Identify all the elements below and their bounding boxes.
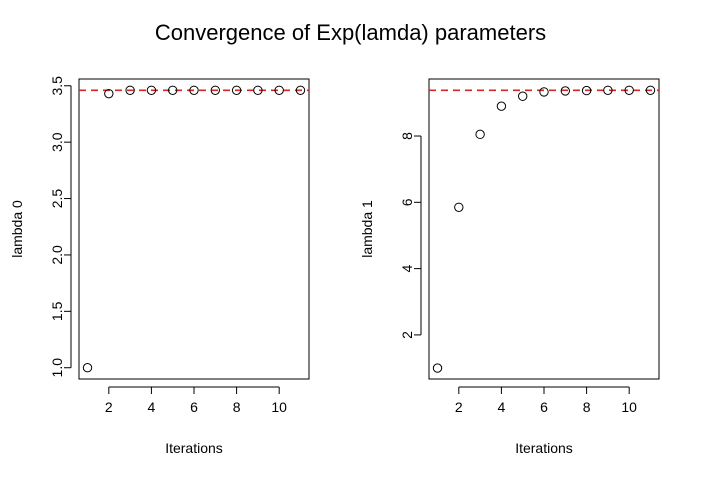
panel-2-data-point	[432, 363, 443, 373]
panel-1-x-tick-label: 6	[190, 399, 198, 415]
panel-1-data-point	[125, 85, 135, 95]
panel-2-y-tick-label: 4	[399, 265, 415, 273]
panel-2-x-tick-label: 2	[455, 399, 463, 415]
panel-1-plot-frame	[78, 78, 310, 380]
panel-1-data-point	[189, 85, 199, 95]
panel-1-data-point	[231, 85, 242, 95]
panel-1-x-tick-label: 2	[105, 399, 113, 415]
panel-2-x-tick-label: 4	[498, 399, 506, 415]
panel-2-y-tick-label: 2	[399, 331, 415, 339]
panel-2-data-point	[454, 202, 464, 212]
panel-1-data-point	[274, 85, 284, 95]
chart-title: Convergence of Exp(lamda) parameters	[154, 20, 547, 45]
panel-1-x-tick-label: 4	[148, 399, 156, 415]
panel-1-data-point	[253, 85, 263, 95]
panel-1-y-tick-label: 3.5	[49, 76, 65, 96]
panel-2-data-point	[560, 86, 570, 96]
panel-2-plot-frame	[428, 78, 660, 380]
panel-2-x-tick-label: 10	[621, 399, 637, 415]
panel-1-y-tick-label: 1.0	[49, 358, 65, 378]
panel-2-y-axis-title: lambda 1	[359, 200, 375, 258]
panel-1-y-tick-label: 2.0	[49, 245, 65, 265]
panel-1-y-axis-title: lambda 0	[9, 200, 25, 258]
panel-2-data-point	[603, 85, 613, 95]
panel-1-y-tick-label: 2.5	[49, 189, 65, 209]
panel-1-y-tick-label: 1.5	[49, 301, 65, 321]
panel-2-y-tick-label: 6	[399, 198, 415, 206]
panel-1-data-point	[210, 85, 220, 95]
panel-1-x-tick-label: 10	[271, 399, 287, 415]
panel-1-data-point	[82, 363, 93, 373]
panel-1-data-point	[295, 85, 306, 95]
panel-1-y-tick-label: 3.0	[49, 132, 65, 152]
panel-1-data-point	[146, 85, 157, 95]
panel-2-data-point	[624, 85, 634, 95]
panel-2-data-point	[475, 129, 485, 140]
panel-2-data-point	[496, 101, 507, 111]
panel-2-data-point	[518, 91, 528, 101]
panel-1-x-tick-label: 8	[233, 399, 241, 415]
panel-2-x-tick-label: 8	[583, 399, 591, 415]
panel-1-x-axis-title: Iterations	[165, 440, 223, 456]
panel-1-data-point	[104, 88, 114, 99]
panel-2-data-point	[539, 87, 549, 97]
panel-2-data-point	[645, 85, 656, 95]
panel-2-x-tick-label: 6	[540, 399, 548, 415]
panel-2-data-point	[581, 85, 592, 96]
panel-1-data-point	[168, 85, 178, 95]
panel-2-y-tick-label: 8	[399, 132, 415, 140]
panel-2-x-axis-title: Iterations	[515, 440, 573, 456]
